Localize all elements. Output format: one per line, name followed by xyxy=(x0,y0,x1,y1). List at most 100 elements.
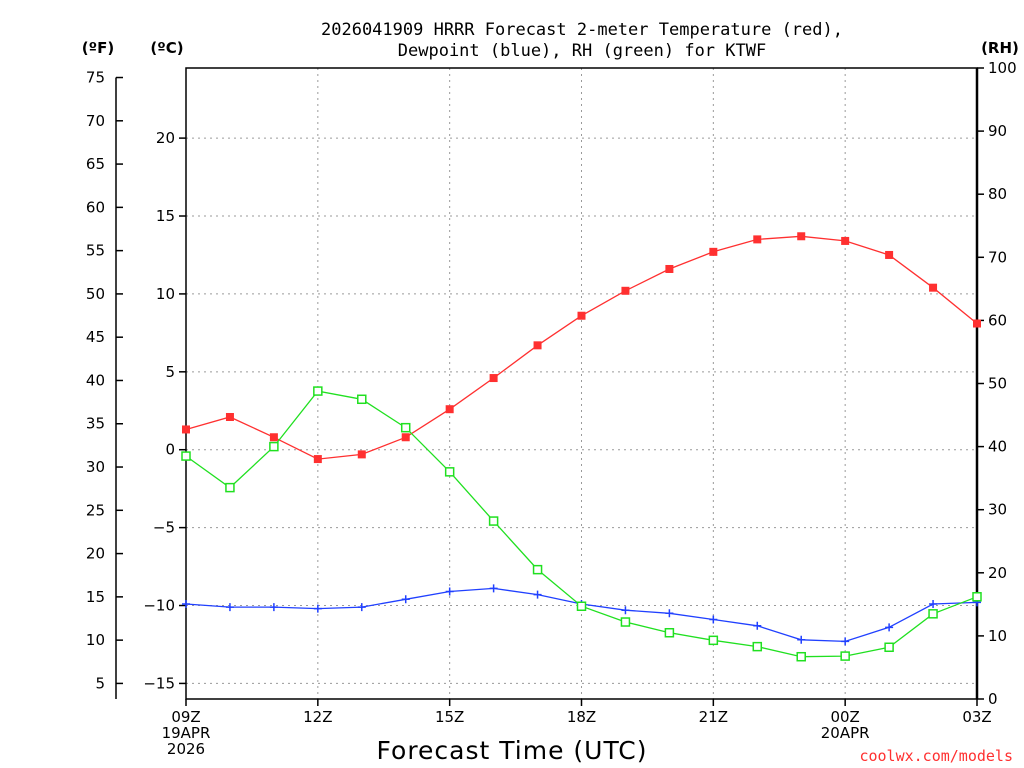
celsius-tick-label: 20 xyxy=(156,129,175,147)
data-point-marker xyxy=(357,603,366,612)
data-point-marker xyxy=(709,247,718,256)
data-point-marker xyxy=(444,467,455,477)
rh-tick-label: 70 xyxy=(988,248,1007,266)
fahrenheit-tick-label: 70 xyxy=(86,112,105,130)
celsius-tick-label: −15 xyxy=(143,674,175,692)
fahrenheit-tick-label: 65 xyxy=(86,155,105,173)
data-point-marker xyxy=(532,564,543,575)
fahrenheit-tick-label: 20 xyxy=(86,545,105,563)
celsius-unit-label: (ºC) xyxy=(150,39,183,57)
data-point-marker xyxy=(664,627,675,638)
data-point-marker xyxy=(753,235,762,244)
data-point-marker xyxy=(181,451,191,461)
fahrenheit-tick-label: 15 xyxy=(86,588,105,606)
x-axis-title: Forecast Time (UTC) xyxy=(377,736,648,765)
x-tick-label: 19APR xyxy=(162,724,211,742)
data-point-marker xyxy=(577,311,586,320)
fahrenheit-tick-label: 10 xyxy=(86,631,105,649)
data-point-marker xyxy=(225,482,235,493)
data-point-marker xyxy=(445,587,454,596)
fahrenheit-tick-label: 25 xyxy=(86,501,105,519)
data-point-marker xyxy=(182,425,190,434)
fahrenheit-tick-label: 75 xyxy=(86,69,105,87)
x-tick-label: 21Z xyxy=(699,708,728,726)
data-point-marker xyxy=(928,609,938,619)
series-layer xyxy=(181,232,982,662)
data-point-marker xyxy=(269,433,278,442)
chart-title-line1: 2026041909 HRRR Forecast 2-meter Tempera… xyxy=(321,20,843,40)
rh-tick-label: 10 xyxy=(988,627,1007,645)
x-tick-label: 18Z xyxy=(567,708,596,726)
rh-tick-label: 100 xyxy=(988,59,1017,77)
data-point-marker xyxy=(972,592,982,602)
data-point-marker xyxy=(445,405,454,414)
x-tick-label: 20APR xyxy=(821,724,870,742)
data-point-marker xyxy=(401,433,410,442)
celsius-tick-label: −5 xyxy=(153,519,175,537)
celsius-axis: 20 15 10 5 0 −5 −10 −15 xyxy=(143,129,186,692)
data-point-marker xyxy=(884,642,894,653)
data-point-marker xyxy=(313,604,322,613)
rh-tick-label: 20 xyxy=(988,564,1007,582)
series-2-meter-temperature xyxy=(182,232,981,464)
data-point-marker xyxy=(885,250,894,259)
data-point-marker xyxy=(182,599,190,608)
data-point-marker xyxy=(357,394,367,405)
data-point-marker xyxy=(269,441,279,452)
data-point-marker xyxy=(621,286,630,295)
data-point-marker xyxy=(489,584,498,593)
rh-tick-label: 90 xyxy=(988,122,1007,140)
data-point-marker xyxy=(797,232,806,241)
credit-link[interactable]: coolwx.com/models xyxy=(859,747,1013,765)
data-point-marker xyxy=(533,341,542,350)
x-tick-label: 09Z xyxy=(171,708,200,726)
fahrenheit-tick-label: 30 xyxy=(86,458,105,476)
data-point-marker xyxy=(620,617,631,627)
x-tick-label: 03Z xyxy=(962,708,991,726)
data-point-marker xyxy=(929,283,938,292)
rh-tick-label: 0 xyxy=(988,690,998,708)
fahrenheit-unit-label: (ºF) xyxy=(82,39,114,57)
series-line xyxy=(185,390,978,658)
fahrenheit-tick-label: 55 xyxy=(86,242,105,260)
data-point-marker xyxy=(841,236,850,245)
rh-tick-label: 40 xyxy=(988,438,1007,456)
celsius-tick-label: 5 xyxy=(165,363,175,381)
x-tick-label: 2026 xyxy=(167,740,205,758)
celsius-tick-label: −10 xyxy=(143,597,175,615)
data-point-marker xyxy=(840,651,850,661)
rh-unit-label: (RH) xyxy=(981,39,1019,57)
celsius-tick-label: 10 xyxy=(156,285,175,303)
x-tick-label: 00Z xyxy=(830,708,859,726)
fahrenheit-tick-label: 50 xyxy=(86,285,105,303)
data-point-marker xyxy=(313,455,322,464)
data-point-marker xyxy=(709,615,718,624)
fahrenheit-tick-label: 5 xyxy=(95,674,105,692)
series-line xyxy=(185,235,978,460)
data-point-marker xyxy=(752,641,763,652)
x-tick-label: 15Z xyxy=(435,708,464,726)
data-point-marker xyxy=(489,374,498,383)
fahrenheit-tick-label: 35 xyxy=(86,415,105,433)
data-point-marker xyxy=(400,422,411,433)
chart-title-line2: Dewpoint (blue), RH (green) for KTWF xyxy=(398,41,766,61)
data-point-marker xyxy=(357,450,366,459)
data-point-marker xyxy=(621,606,630,615)
fahrenheit-tick-label: 40 xyxy=(86,371,105,389)
rh-tick-label: 30 xyxy=(988,501,1007,519)
data-point-marker xyxy=(796,651,806,662)
rh-tick-label: 50 xyxy=(988,375,1007,393)
data-point-marker xyxy=(313,386,323,396)
data-point-marker xyxy=(973,319,981,328)
data-point-marker xyxy=(665,609,674,618)
series-rh xyxy=(181,386,982,662)
celsius-tick-label: 0 xyxy=(165,441,175,459)
data-point-marker xyxy=(885,623,894,632)
data-point-marker xyxy=(533,590,542,599)
fahrenheit-tick-label: 45 xyxy=(86,328,105,346)
data-point-marker xyxy=(797,635,806,644)
rh-tick-label: 60 xyxy=(988,311,1007,329)
data-point-marker xyxy=(841,637,850,646)
data-point-marker xyxy=(708,635,719,646)
